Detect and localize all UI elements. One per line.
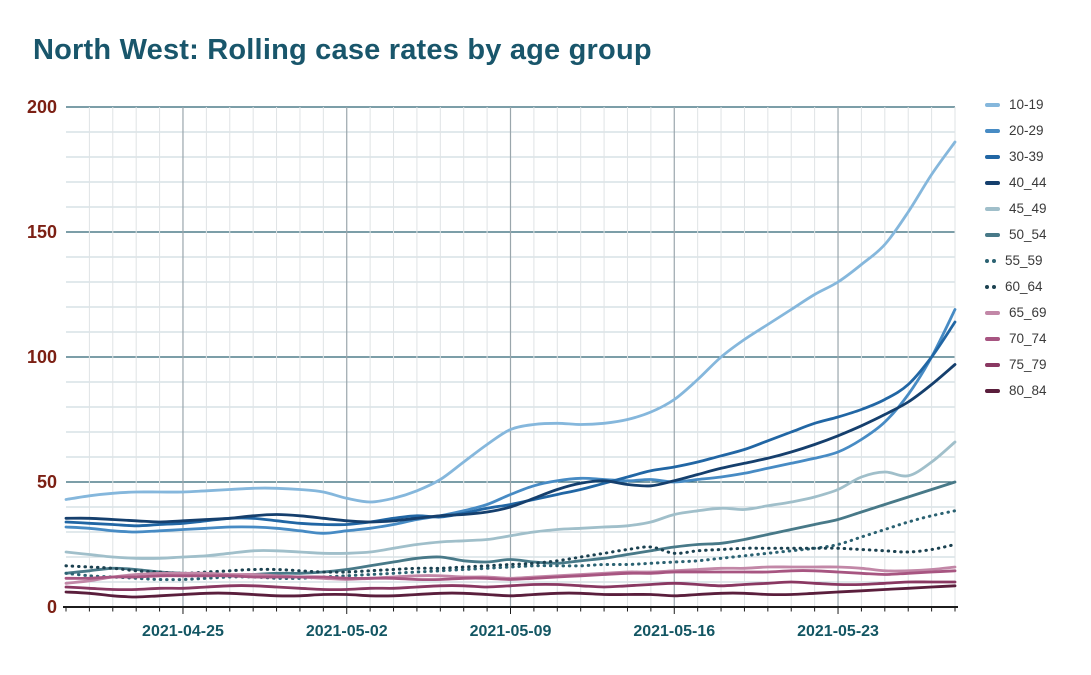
legend-swatch-50_54 (985, 233, 1000, 237)
legend-label-65_69: 65_69 (1009, 305, 1047, 321)
legend-label-75_79: 75_79 (1009, 357, 1047, 373)
series-line-40_44 (64, 363, 957, 524)
legend-item-70_74[interactable]: 70_74 (985, 326, 1047, 352)
legend-label-80_84: 80_84 (1009, 383, 1047, 399)
legend-swatch-75_79 (985, 363, 1000, 367)
legend-item-75_79[interactable]: 75_79 (985, 352, 1047, 378)
legend-swatch-30-39 (985, 155, 1000, 159)
series-line-75_79 (64, 580, 957, 592)
x-axis-label: 2021-04-25 (142, 623, 224, 640)
legend-item-55_59[interactable]: 55_59 (985, 248, 1047, 274)
chart-title: North West: Rolling case rates by age gr… (33, 34, 652, 66)
legend-item-45_49[interactable]: 45_49 (985, 196, 1047, 222)
series-line-60_64 (64, 543, 957, 575)
legend-swatch-70_74 (985, 337, 1000, 341)
legend-swatch-45_49 (985, 207, 1000, 211)
series-line-20-29 (64, 308, 957, 535)
legend-item-60_64[interactable]: 60_64 (985, 274, 1047, 300)
legend-item-65_69[interactable]: 65_69 (985, 300, 1047, 326)
legend-item-40_44[interactable]: 40_44 (985, 170, 1047, 196)
legend-label-60_64: 60_64 (1005, 279, 1043, 295)
series-line-10-19 (64, 140, 957, 504)
legend-label-40_44: 40_44 (1009, 175, 1047, 191)
legend-swatch-80_84 (985, 389, 1000, 393)
legend-item-30-39[interactable]: 30-39 (985, 144, 1047, 170)
series-line-70_74 (64, 569, 957, 582)
y-axis-label: 200 (27, 97, 57, 117)
legend-label-30-39: 30-39 (1009, 149, 1044, 165)
legend-label-70_74: 70_74 (1009, 331, 1047, 347)
y-axis-label: 150 (27, 222, 57, 242)
x-axis-label: 2021-05-02 (306, 623, 388, 640)
x-axis-label: 2021-05-23 (797, 623, 879, 640)
chart-legend: 10-19 20-29 30-39 40_44 45_49 50_54 55_59 60_64… (985, 92, 1047, 404)
legend-swatch-55_59 (985, 259, 996, 263)
legend-swatch-20-29 (985, 129, 1000, 133)
legend-label-20-29: 20-29 (1009, 123, 1044, 139)
legend-swatch-10-19 (985, 103, 1000, 107)
y-axis-label: 50 (37, 472, 57, 492)
legend-swatch-65_69 (985, 311, 1000, 315)
x-axis-label: 2021-05-09 (470, 623, 552, 640)
y-axis-label: 0 (47, 597, 57, 617)
legend-label-50_54: 50_54 (1009, 227, 1047, 243)
legend-label-10-19: 10-19 (1009, 97, 1044, 113)
legend-swatch-40_44 (985, 181, 1000, 185)
series-line-45_49 (64, 440, 957, 560)
legend-item-50_54[interactable]: 50_54 (985, 222, 1047, 248)
series-line-80_84 (64, 584, 957, 599)
legend-item-80_84[interactable]: 80_84 (985, 378, 1047, 404)
legend-item-20-29[interactable]: 20-29 (985, 118, 1047, 144)
legend-swatch-60_64 (985, 285, 996, 289)
legend-label-45_49: 45_49 (1009, 201, 1047, 217)
legend-label-55_59: 55_59 (1005, 253, 1043, 269)
x-axis-label: 2021-05-16 (633, 623, 715, 640)
y-axis-label: 100 (27, 347, 57, 367)
legend-item-10-19[interactable]: 10-19 (985, 92, 1047, 118)
